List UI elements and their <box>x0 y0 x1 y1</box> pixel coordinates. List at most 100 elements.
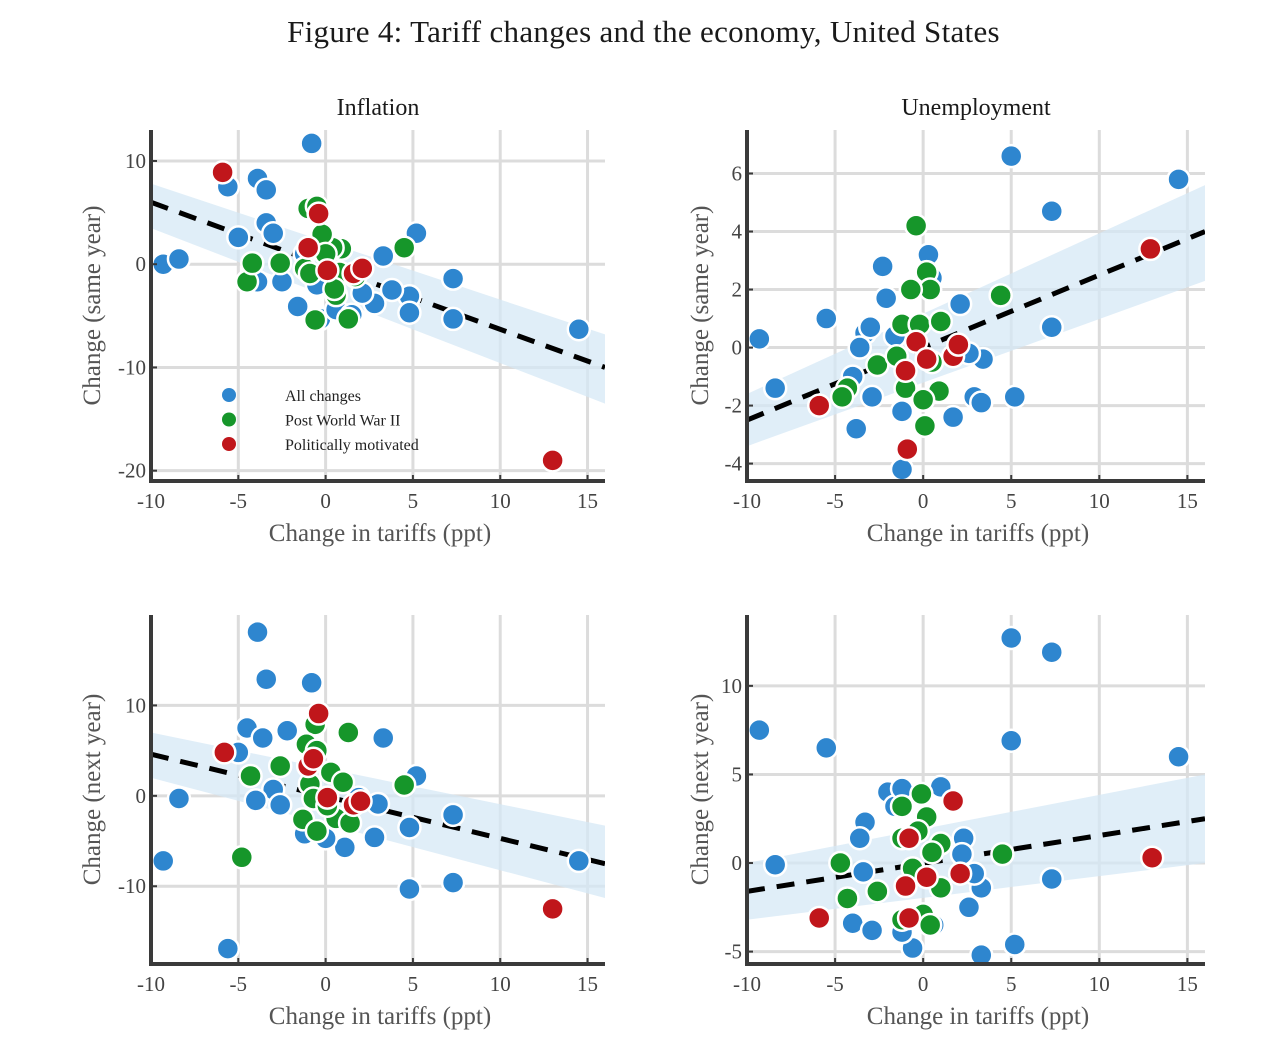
panel-title: Unemployment <box>901 95 1051 121</box>
data-point <box>814 735 839 761</box>
series-politically-motivated <box>806 236 1163 462</box>
data-point <box>859 918 885 943</box>
data-point <box>379 277 405 303</box>
data-point <box>301 746 326 772</box>
data-point <box>914 864 939 890</box>
data-point <box>847 335 872 360</box>
data-point <box>250 725 276 751</box>
data-point <box>956 895 982 920</box>
data-point <box>315 785 340 810</box>
data-point <box>1039 315 1064 340</box>
data-point <box>1039 198 1064 224</box>
data-point <box>306 201 331 226</box>
series-post-world-war-ii <box>829 213 1013 439</box>
data-point <box>998 143 1024 169</box>
data-point <box>762 852 788 878</box>
data-point <box>940 404 966 430</box>
data-point <box>336 306 361 332</box>
x-tick-label: 0 <box>320 972 331 996</box>
panel-inflation-same-year: -10 -5 0 5 10 15 -20 -10 0 10 Inflation Change in t… <box>79 95 605 547</box>
x-tick-label: 10 <box>1089 972 1110 996</box>
data-point <box>896 825 922 851</box>
data-point <box>304 818 330 844</box>
data-point <box>397 300 422 325</box>
data-point <box>873 285 899 311</box>
x-tick-label: 15 <box>577 972 598 996</box>
y-axis-label: Change (same year) <box>687 206 714 406</box>
data-point <box>260 220 286 246</box>
fit-line <box>151 199 605 370</box>
data-point <box>238 763 263 789</box>
data-point <box>215 936 241 961</box>
data-point <box>370 243 396 269</box>
fit-line <box>151 751 605 867</box>
data-point <box>828 850 853 876</box>
figure-title: Figure 4: Tariff changes and the economy… <box>287 14 1000 49</box>
x-tick-label: -10 <box>733 972 761 996</box>
x-tick-label: -5 <box>230 972 248 996</box>
panel-inflation-next-year: -10 -5 0 5 10 15 -10 0 10 Change in tariffs (ppt)… <box>79 615 605 1030</box>
legend-label: Politically motivated <box>285 437 419 454</box>
data-point <box>889 399 915 424</box>
data-point <box>540 896 565 922</box>
data-point <box>903 329 929 355</box>
data-point <box>858 315 883 340</box>
data-point <box>998 625 1024 651</box>
data-point <box>566 316 592 342</box>
data-point <box>910 387 936 413</box>
x-tick-label: 15 <box>1177 972 1198 996</box>
data-point <box>362 825 387 850</box>
y-tick-label: 10 <box>721 674 742 698</box>
data-point <box>336 720 361 745</box>
data-point <box>302 307 328 333</box>
series-all-changes <box>747 143 1191 481</box>
series-politically-motivated <box>210 160 565 473</box>
data-point <box>835 886 860 911</box>
data-point <box>747 326 772 352</box>
data-point <box>253 177 279 203</box>
panel-unemployment-same-year: -10 -5 0 5 10 15 -4 -2 0 2 4 6 Unemployment Change in… <box>687 95 1205 547</box>
y-tick-label: 10 <box>125 693 146 717</box>
data-point <box>946 332 971 357</box>
x-tick-label: -5 <box>230 489 248 513</box>
x-axis-label: Change in tariffs (ppt) <box>867 520 1089 547</box>
data-point <box>212 740 237 765</box>
data-point <box>847 825 872 851</box>
data-point <box>226 225 251 250</box>
x-tick-label: 5 <box>1006 972 1017 996</box>
x-tick-label: 15 <box>577 489 598 513</box>
data-point <box>909 781 934 807</box>
series-politically-motivated <box>212 701 565 922</box>
data-point <box>988 283 1013 308</box>
data-point <box>391 772 417 798</box>
legend: All changes Post World War II Politically … <box>222 388 419 454</box>
data-point <box>440 870 466 895</box>
data-point <box>166 246 192 272</box>
y-tick-label: 0 <box>136 252 147 276</box>
data-point <box>151 848 176 874</box>
x-tick-label: -10 <box>137 972 165 996</box>
data-point <box>267 792 293 818</box>
data-point <box>1139 845 1165 870</box>
data-point <box>1166 167 1191 192</box>
x-tick-label: 5 <box>408 972 419 996</box>
data-point <box>391 235 417 260</box>
data-point <box>893 873 918 899</box>
data-point <box>240 250 265 276</box>
data-point <box>397 876 422 902</box>
legend-marker <box>222 412 236 427</box>
data-point <box>865 879 890 904</box>
data-point <box>210 160 235 185</box>
data-point <box>274 718 300 743</box>
y-tick-label: -10 <box>118 355 146 379</box>
x-axis-label: Change in tariffs (ppt) <box>269 520 491 547</box>
data-point <box>829 384 855 410</box>
fit-line <box>747 229 1205 423</box>
fit-line <box>747 816 1205 894</box>
x-tick-label: 0 <box>918 972 929 996</box>
data-point <box>306 701 331 726</box>
legend-item: All changes <box>222 388 361 405</box>
data-point <box>1002 384 1028 410</box>
data-point <box>295 235 321 260</box>
